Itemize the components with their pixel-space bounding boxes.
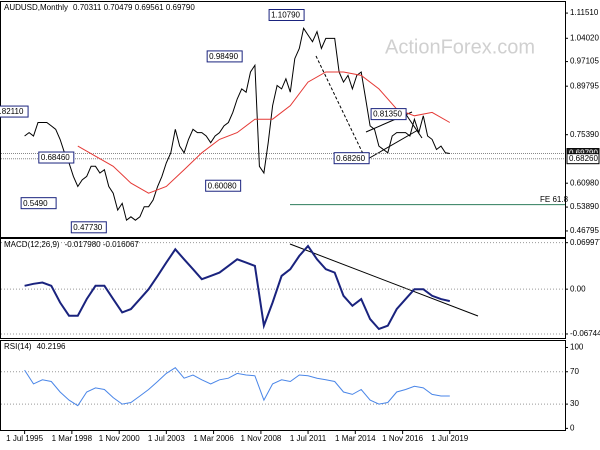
- channel-line: [404, 112, 423, 139]
- y-tick-label: 0.53890: [570, 202, 599, 211]
- annotation-box: [20, 197, 57, 210]
- panel-values: -0.017980 -0.016067: [65, 240, 140, 249]
- x-tick-label: 1 Nov 2016: [382, 434, 423, 443]
- annotation-box: [0, 105, 29, 118]
- annotation-box: [205, 179, 242, 192]
- x-tick-label: 1 Jul 2003: [148, 434, 185, 443]
- annotation-box: [333, 152, 370, 165]
- price-box-label: 0.68260: [569, 154, 598, 163]
- x-tick-label: 1 Nov 2008: [240, 434, 281, 443]
- series-line: [24, 367, 450, 407]
- y-tick-label: 0.89795: [570, 81, 599, 90]
- price-box-label: 0.69790: [569, 149, 598, 158]
- y-tick-label: 0.60980: [570, 178, 599, 187]
- series-line: [24, 244, 451, 331]
- series-line: [77, 71, 451, 194]
- annotation-label: 0.5490: [23, 199, 48, 208]
- annotation-label: 1.10790: [271, 11, 300, 20]
- y-tick-label: -0.067448: [570, 329, 600, 338]
- annotation-box: [70, 221, 107, 234]
- y-tick-label: 0.46795: [570, 226, 599, 235]
- annotation-label: 0.82110: [0, 107, 24, 116]
- x-tick-label: 1 Mar 1998: [52, 434, 93, 443]
- y-tick-label: 0: [570, 423, 575, 432]
- y-tick-label: 30: [570, 399, 579, 408]
- y-tick-label: 0.97105: [570, 57, 599, 66]
- watermark: ActionForex.com: [385, 36, 535, 58]
- series-line: [24, 27, 450, 222]
- rsi-panel: [0, 340, 566, 431]
- fe-label: FE 61.8: [540, 195, 569, 204]
- y-tick-label: 0.069977: [570, 238, 600, 247]
- annotation-label: 0.98490: [209, 52, 238, 61]
- y-tick-label: 0.75390: [570, 130, 599, 139]
- panel-title: RSI(14): [4, 342, 32, 351]
- panel-title: AUDUSD,Monthly: [4, 3, 68, 12]
- annotation-box: [268, 9, 305, 22]
- x-tick-label: 1 Jul 2019: [431, 434, 468, 443]
- annotation-box: [38, 151, 75, 164]
- x-tick-label: 1 Nov 2000: [99, 434, 140, 443]
- x-tick-label: 1 Jul 1995: [6, 434, 43, 443]
- macd-panel: [0, 238, 566, 339]
- y-tick-label: 0.00: [570, 284, 586, 293]
- annotation-label: 0.68460: [41, 153, 70, 162]
- x-tick-label: 1 Mar 2006: [193, 434, 234, 443]
- y-tick-label: 1.04020: [570, 33, 599, 42]
- annotation-label: 0.60080: [208, 181, 237, 190]
- trend-line: [315, 55, 367, 161]
- macd-trend-line: [289, 243, 479, 317]
- annotation-label: 0.47730: [73, 223, 102, 232]
- annotation-label: 0.68260: [336, 154, 365, 163]
- y-tick-label: 70: [570, 367, 579, 376]
- annotation-label: 0.81350: [373, 110, 402, 119]
- y-tick-label: 100: [570, 343, 584, 352]
- price-panel: [0, 1, 566, 238]
- x-tick-label: 1 Jul 2011: [290, 434, 327, 443]
- annotation-box: [206, 50, 243, 63]
- panel-values: 40.2196: [37, 342, 66, 351]
- y-tick-label: 1.11510: [570, 8, 599, 17]
- panel-values: 0.70311 0.70479 0.69561 0.69790: [73, 3, 195, 12]
- price-box: [566, 153, 600, 165]
- panel-title: MACD(12,26,9): [4, 240, 60, 249]
- x-tick-label: 1 Mar 2014: [335, 434, 376, 443]
- annotation-box: [370, 108, 407, 121]
